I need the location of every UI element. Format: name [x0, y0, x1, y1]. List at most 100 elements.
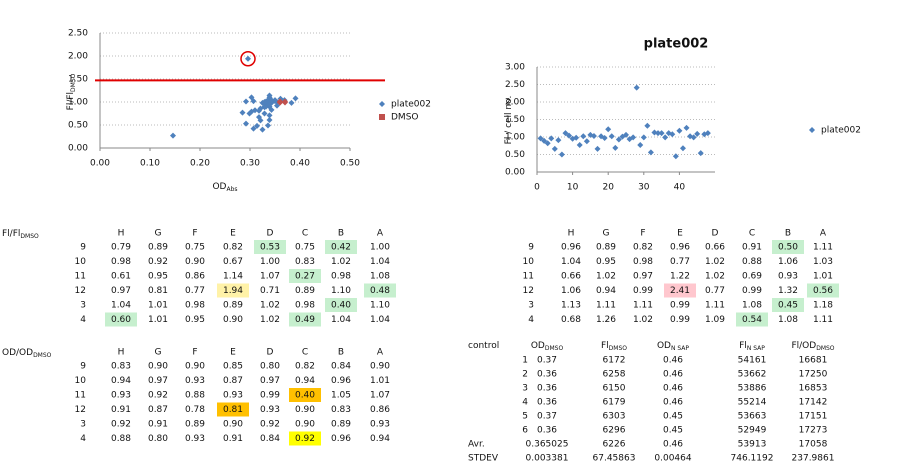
cell: 1.01: [148, 315, 168, 325]
cell: 0.94: [111, 376, 131, 386]
cell: 67.45863: [593, 454, 636, 464]
cell: 54161: [738, 356, 767, 366]
data-point: [250, 98, 257, 105]
data-point: [243, 98, 249, 105]
x-tick-label: 20: [602, 183, 614, 193]
cell: 0.93: [223, 391, 243, 401]
cell: 1.09: [705, 315, 725, 325]
column-header: E: [677, 229, 683, 239]
row-label: 6: [522, 426, 528, 436]
cell: 0.83: [295, 257, 315, 267]
column-header-main: OD: [657, 341, 671, 351]
cell: 0.365025: [526, 440, 569, 450]
cell-highlight: [105, 312, 137, 327]
y-tick-label: 0.50: [68, 121, 88, 131]
cell: 0.97: [111, 286, 131, 296]
cell: 0.46: [663, 440, 683, 450]
chart-title: plate002: [644, 37, 709, 52]
column-header-sub: N SAP: [671, 345, 689, 352]
column-header: C: [749, 229, 755, 239]
cell: 0.90: [295, 420, 315, 430]
cell: 1.02: [596, 272, 616, 282]
data-point: [679, 145, 686, 152]
y-axis-label-sub: DMSO: [70, 73, 77, 92]
cell: 52949: [738, 426, 767, 436]
highlight-circle: [240, 51, 256, 67]
cell: 0.82: [633, 243, 653, 253]
column-header: C: [302, 348, 308, 358]
data-point: [655, 130, 662, 137]
cell: 0.36: [537, 398, 557, 408]
cell: 53913: [738, 440, 767, 450]
column-header: Fl/ODDMSO: [791, 341, 834, 352]
cell: 0.49: [295, 315, 315, 325]
column-header: G: [155, 229, 162, 239]
row-label: 12: [523, 286, 534, 296]
cell: 0.93: [260, 405, 280, 415]
cell: 0.42: [331, 243, 351, 253]
cell: 1.22: [670, 272, 690, 282]
row-label: 3: [80, 301, 86, 311]
cell: 0.92: [111, 420, 131, 430]
row-label: 4: [80, 434, 86, 444]
cell: 0.90: [295, 405, 315, 415]
cell: 0.37: [537, 412, 557, 422]
cell: 0.45: [778, 301, 798, 311]
data-point: [257, 117, 264, 124]
column-header: E: [230, 229, 236, 239]
cell: 6303: [603, 412, 626, 422]
x-tick-label: 30: [638, 183, 650, 193]
column-header-main: Fl: [739, 341, 747, 351]
cell: 6296: [603, 426, 626, 436]
data-point: [590, 132, 597, 139]
cell: 0.98: [111, 257, 131, 267]
data-point: [541, 137, 548, 144]
cell: 1.01: [813, 272, 833, 282]
cell: 0.54: [742, 315, 762, 325]
cell: 0.86: [370, 405, 390, 415]
cell: 17151: [799, 412, 828, 422]
cell: 0.91: [148, 420, 168, 430]
data-point: [548, 135, 555, 142]
data-point: [690, 134, 697, 141]
cell: 1.04: [111, 301, 131, 311]
cell: 1.00: [370, 243, 390, 253]
cell: 1.13: [561, 301, 581, 311]
cell: 0.93: [185, 376, 205, 386]
data-point: [268, 106, 275, 113]
cell: 0.46: [663, 398, 683, 408]
data-point: [274, 102, 280, 109]
row-label: 10: [75, 376, 87, 386]
cell: 0.91: [111, 405, 131, 415]
table-label: OD/ODDMSO: [2, 348, 52, 359]
data-point: [669, 131, 676, 138]
cell: 0.48: [370, 286, 390, 296]
data-point: [694, 130, 701, 137]
cell: 1.05: [331, 391, 351, 401]
cell: 17273: [799, 426, 828, 436]
cell: 0.95: [148, 272, 168, 282]
x-axis-label-sub: Abs: [226, 186, 237, 193]
column-header: F: [192, 229, 197, 239]
cell: 0.71: [260, 286, 280, 296]
y-axis-label-main: Fl / cell no.: [504, 96, 514, 145]
cell: 0.61: [111, 272, 131, 282]
cell: 1.14: [223, 272, 243, 282]
cell: 0.60: [111, 315, 131, 325]
data-point: [594, 145, 601, 152]
column-header-main: Fl: [601, 341, 609, 351]
cell: 2.41: [670, 286, 690, 296]
data-point: [662, 134, 669, 141]
column-header: F: [640, 229, 645, 239]
cell: 1.02: [260, 301, 280, 311]
cell: 1.02: [705, 272, 725, 282]
data-point: [608, 133, 615, 140]
x-tick-label: 0.00: [90, 159, 110, 169]
x-tick-label: 0.30: [240, 159, 260, 169]
row-label: 4: [80, 315, 86, 325]
x-axis-label-main: OD: [212, 182, 226, 192]
cell: 1.03: [813, 257, 833, 267]
data-point: [243, 120, 249, 127]
cell: 0.83: [331, 405, 351, 415]
